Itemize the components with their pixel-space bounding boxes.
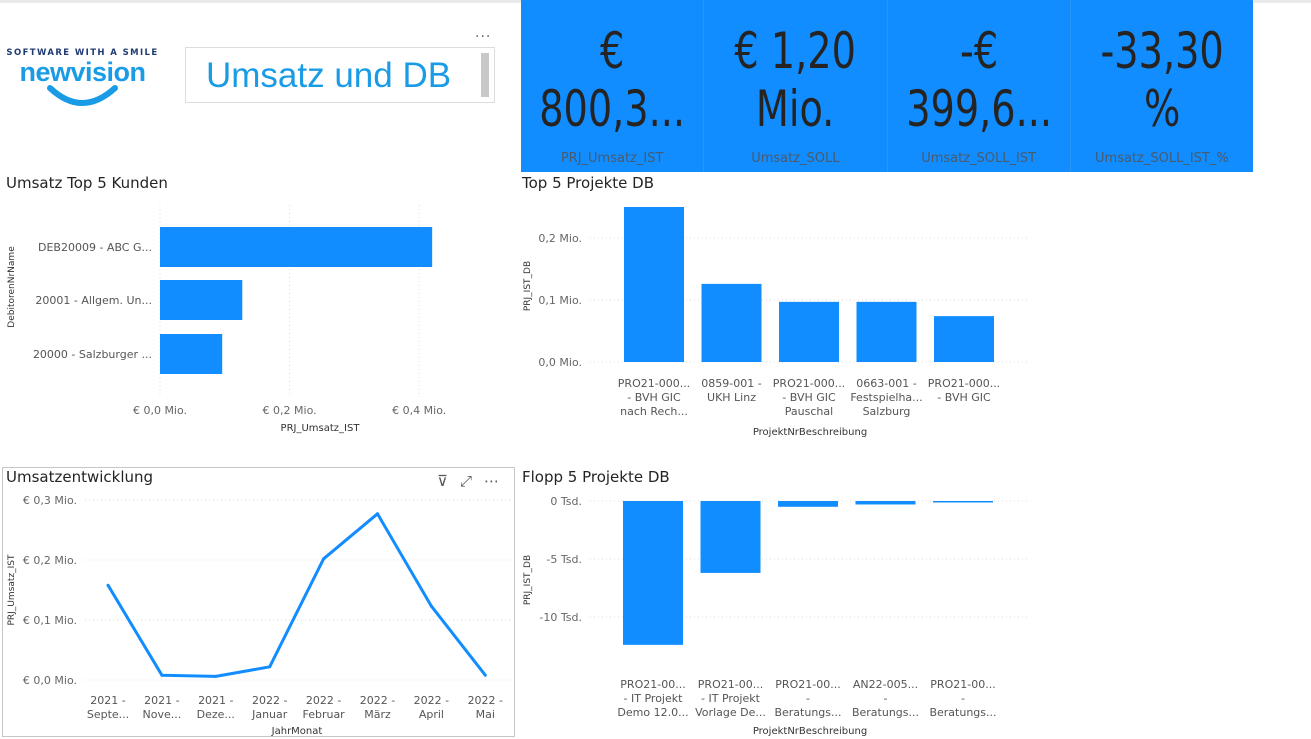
- kpi-card-soll-ist-pct[interactable]: -33,30 % Umsatz_SOLL_IST_%: [1071, 0, 1253, 172]
- x-axis-title: ProjektNrBeschreibung: [753, 427, 867, 438]
- x-tick-label: PRO21-000... - BVH GIC Pauschal: [773, 377, 845, 418]
- kpi-label: PRJ_Umsatz_IST: [560, 151, 664, 166]
- bar: [623, 501, 683, 645]
- y-tick-label: 0 Tsd.: [550, 495, 582, 508]
- chart-title-top5-projekte: Top 5 Projekte DB: [522, 174, 654, 192]
- kpi-value: -33,30 %: [1100, 22, 1224, 138]
- y-axis-title: DebitorenNrName: [7, 246, 17, 328]
- x-tick-label: 0663-001 -Festspielha... Salzburg: [850, 377, 922, 418]
- chart-title-top5-kunden: Umsatz Top 5 Kunden: [6, 174, 168, 192]
- x-axis-title: PRJ_Umsatz_IST: [281, 423, 361, 434]
- x-tick-label: PRO21-00... -Beratungs...: [774, 678, 841, 719]
- chart-title-umsatzentwicklung: Umsatzentwicklung: [6, 468, 154, 486]
- chart-title-flopp5-projekte: Flopp 5 Projekte DB: [522, 468, 670, 486]
- kpi-value: -€ 399,6...: [905, 22, 1052, 138]
- x-tick-label: 0859-001 -UKH Linz: [701, 377, 761, 404]
- x-tick-label: € 0,4 Mio.: [392, 404, 446, 417]
- logo-wordmark: newvision: [19, 57, 146, 87]
- logo-tagline: SOFTWARE WITH A SMILE: [6, 48, 159, 58]
- bar: [160, 280, 243, 320]
- visual-frame-umsatzentwicklung[interactable]: [2, 467, 515, 737]
- kpi-card-soll-ist[interactable]: -€ 399,6... Umsatz_SOLL_IST: [888, 0, 1071, 172]
- kpi-value: € 800,3...: [539, 22, 686, 138]
- y-tick-label: 20001 - Allgem. Un...: [35, 294, 152, 307]
- bar: [934, 316, 994, 362]
- bar: [855, 501, 916, 505]
- x-tick-label: € 0,0 Mio.: [133, 404, 187, 417]
- more-options-icon[interactable]: ⋯: [484, 472, 499, 490]
- y-tick-label: 0,1 Mio.: [538, 294, 582, 307]
- report-title: Umsatz und DB: [185, 47, 495, 103]
- bar: [779, 301, 839, 362]
- focus-mode-icon[interactable]: ⤢: [459, 472, 472, 490]
- report-title-text: Umsatz und DB: [206, 56, 452, 95]
- kpi-value: € 1,20 Mio.: [734, 22, 857, 138]
- kpi-label: Umsatz_SOLL_IST: [921, 151, 1037, 166]
- y-tick-label: 20000 - Salzburger ...: [33, 348, 152, 361]
- y-tick-label: 0,2 Mio.: [538, 232, 582, 245]
- bar: [856, 301, 917, 362]
- more-options-icon[interactable]: ...: [475, 25, 492, 41]
- y-axis-title: PRJ_IST_DB: [523, 261, 533, 311]
- kpi-band: € 800,3... PRJ_Umsatz_IST € 1,20 Mio. Umsa…: [521, 0, 1253, 172]
- x-tick-label: PRO21-00... -Beratungs...: [929, 678, 996, 719]
- y-axis-title: PRJ_IST_DB: [523, 555, 533, 605]
- newvision-logo: SOFTWARE WITH A SMILE newvision: [5, 48, 160, 123]
- bar: [933, 501, 993, 503]
- x-tick-label: PRO21-000... - BVH GIC nach Rech...: [618, 377, 690, 418]
- visual-header-icons: ⊽ ⤢ ⋯: [437, 472, 499, 490]
- x-tick-label: € 0,2 Mio.: [263, 404, 317, 417]
- y-tick-label: -5 Tsd.: [546, 553, 582, 566]
- y-tick-label: -10 Tsd.: [539, 611, 582, 624]
- x-tick-label: PRO21-000... - BVH GIC: [928, 377, 1000, 404]
- bar: [778, 501, 838, 507]
- bar: [160, 227, 433, 267]
- scrollbar[interactable]: [481, 53, 489, 97]
- x-tick-label: AN22-005... -Beratungs...: [852, 678, 919, 719]
- bar: [701, 283, 762, 362]
- filter-icon[interactable]: ⊽: [437, 472, 448, 490]
- x-tick-label: PRO21-00... - IT Projekt Demo 12.0...: [617, 678, 688, 719]
- x-axis-title: ProjektNrBeschreibung: [753, 726, 867, 737]
- kpi-label: Umsatz_SOLL: [751, 151, 840, 166]
- kpi-label: Umsatz_SOLL_IST_%: [1095, 151, 1229, 166]
- y-tick-label: DEB20009 - ABC G...: [38, 241, 152, 254]
- bar: [700, 501, 761, 573]
- y-tick-label: 0,0 Mio.: [538, 356, 582, 369]
- kpi-card-umsatz-soll[interactable]: € 1,20 Mio. Umsatz_SOLL: [704, 0, 888, 172]
- bar: [624, 207, 684, 362]
- x-tick-label: PRO21-00... - IT Projekt Vorlage De...: [695, 678, 766, 719]
- logo-smile-icon: [47, 85, 118, 106]
- bar: [160, 334, 223, 374]
- kpi-card-umsatz-ist[interactable]: € 800,3... PRJ_Umsatz_IST: [521, 0, 705, 172]
